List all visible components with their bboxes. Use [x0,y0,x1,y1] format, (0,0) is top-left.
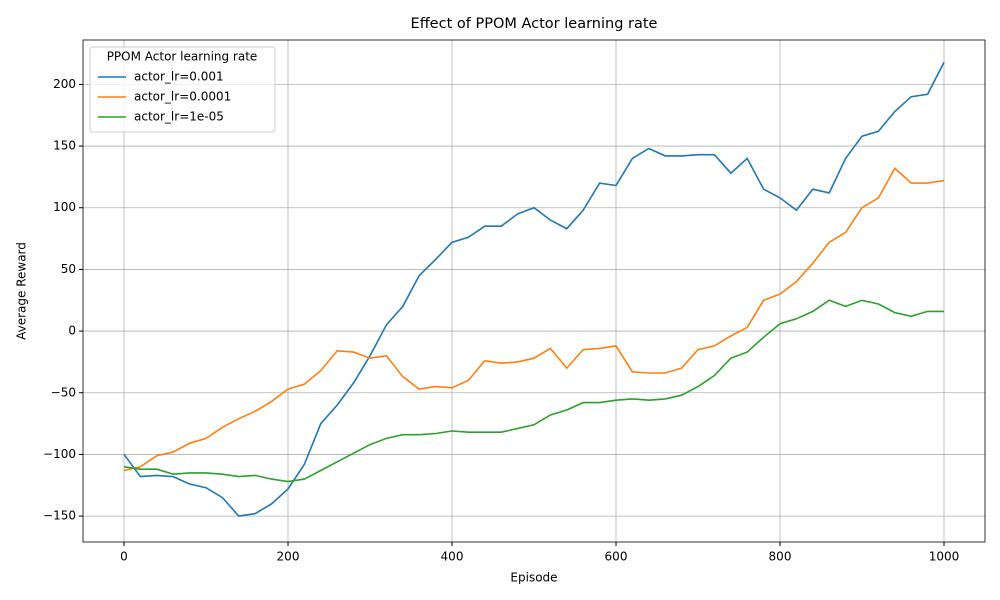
y-tick-label: −50 [51,385,76,399]
y-tick-label: 200 [53,77,76,91]
series-line [123,299,944,483]
legend-box [89,46,276,133]
y-axis-label: Average Reward [15,242,29,340]
series-line [123,61,945,517]
y-tick-label: 50 [61,262,76,276]
plot-frame [82,39,986,543]
legend-title: PPOM Actor learning rate [107,50,258,64]
series-line [123,167,945,472]
x-tick-label: 200 [277,550,300,564]
y-tick-label: 150 [53,139,76,153]
x-tick-label: 800 [769,550,792,564]
y-tick-label: 0 [68,324,76,338]
x-axis-label: Episode [510,571,557,585]
x-tick-label: 0 [120,550,128,564]
y-tick-label: 100 [53,200,76,214]
legend-label: actor_lr=0.001 [134,70,224,84]
x-tick-label: 600 [605,550,628,564]
x-tick-label: 1000 [929,550,960,564]
chart-title: Effect of PPOM Actor learning rate [411,16,658,32]
legend-label: actor_lr=1e-05 [134,110,224,124]
x-tick-label: 400 [441,550,464,564]
y-tick-label: −150 [43,509,76,523]
legend: PPOM Actor learning rate actor_lr=0.001ac… [89,46,276,133]
y-tick-label: −100 [43,447,76,461]
legend-label: actor_lr=0.0001 [134,90,231,104]
